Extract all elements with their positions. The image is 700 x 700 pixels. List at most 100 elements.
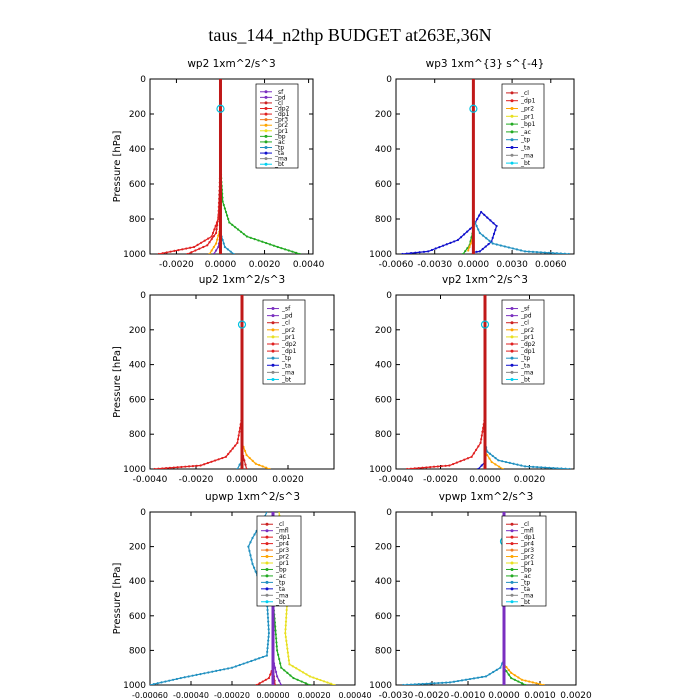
data-marker [441,681,444,684]
data-marker [238,663,241,667]
data-marker [487,243,490,246]
data-marker [236,467,239,469]
data-marker [291,250,294,253]
data-marker [210,460,213,463]
data-marker [280,683,283,685]
data-marker [284,632,287,635]
data-marker [425,466,428,469]
legend-label: _ac [520,573,531,580]
y-tick-label: 200 [375,110,392,120]
data-marker [221,200,224,203]
legend-label: _tp [520,579,530,586]
legend-marker [264,157,268,161]
data-marker [464,678,468,681]
legend-marker [510,574,514,578]
data-marker [195,673,198,676]
data-marker [568,467,571,469]
data-marker [427,250,430,253]
legend-marker [265,580,269,584]
legend-label: _bt [520,599,531,606]
legend-label: _pr3 [520,547,534,554]
data-marker [467,249,470,252]
data-marker [185,247,188,250]
legend-marker [264,151,268,155]
series-line-dp1 [407,295,486,469]
x-tick-label: 0.0030 [496,260,528,270]
x-tick-label: 0.0000 [469,475,501,485]
data-marker [567,252,570,254]
data-marker [507,673,510,676]
data-marker [223,245,226,249]
plot-frame [149,78,314,255]
x-tick-label: 0.0010 [524,691,556,700]
data-marker [445,681,448,684]
legend-marker [510,99,514,103]
data-marker [179,676,182,680]
data-marker [477,228,480,231]
legend-label: _dp1 [275,534,291,541]
y-tick-label: 1000 [369,681,392,691]
panel-3: up2 1xm^2/s^3 0 200 400 600 800 1000-0.0040 -0.… [112,274,335,485]
legend-marker [510,307,514,311]
legend-label: _pd [520,313,532,320]
data-marker [191,674,194,677]
y-tick-label: 200 [129,543,146,553]
data-marker [251,459,254,462]
series-line-pr2 [484,295,504,469]
data-marker [261,465,264,468]
data-marker [245,467,248,469]
legend-label: _pr4 [275,541,289,548]
data-marker [196,243,199,246]
legend-label: _ma [275,592,289,599]
panel-5: upwp 1xm^2/s^302004006008001000-0.00060-… [112,491,372,700]
legend-marker [271,349,275,353]
data-marker [536,466,539,469]
data-marker [250,558,253,561]
y-tick-label: 800 [129,646,146,656]
legend-marker [265,600,269,604]
legend: _cl_mfl_dp1_pr4_pr3_pr2_pr1_bp_ac_tp_ta_… [256,515,302,607]
legend: _sf_pd_cl_pr2_pr1_dp2_dp1_tp_ta_ma_bt [262,299,306,385]
data-marker [505,670,508,673]
data-marker [559,252,562,254]
legend-label: _pr1 [281,334,295,341]
data-marker [283,248,287,251]
data-marker [278,679,281,682]
data-marker [475,448,478,451]
legend-label: _ta [520,586,530,593]
data-marker [212,234,215,238]
data-marker [304,682,307,685]
data-marker [169,250,172,253]
data-marker [242,662,245,665]
data-marker [190,251,193,254]
data-marker [524,683,527,685]
legend-marker [264,112,268,116]
data-marker [463,458,466,461]
data-marker [275,637,278,640]
data-marker [194,249,197,252]
data-marker [230,666,234,669]
legend-label: _tp [520,137,530,144]
data-marker [333,683,336,685]
data-marker [298,252,301,254]
data-marker [481,234,485,237]
data-marker [523,250,527,253]
data-marker [468,245,471,249]
data-marker [269,673,272,676]
data-marker [180,465,183,469]
x-tick-label: 0.0020 [249,260,281,270]
legend: _cl_mfl_dp1_pr4_pr3_pr2_pr1_bp_ac_tp_ta_… [501,515,547,607]
legend-label: _ma [520,592,534,599]
legend-label: _dp1 [274,111,290,118]
panel-title: upwp 1xm^2/s^3 [205,491,300,503]
data-marker [160,681,163,684]
data-marker [291,665,294,668]
y-tick-label: 0 [386,75,392,85]
y-tick-label: 200 [129,326,146,336]
data-marker [495,224,498,228]
data-marker [485,237,488,240]
legend-marker [265,587,269,591]
data-marker [176,466,179,469]
legend-marker [271,321,275,325]
data-marker [497,465,501,468]
